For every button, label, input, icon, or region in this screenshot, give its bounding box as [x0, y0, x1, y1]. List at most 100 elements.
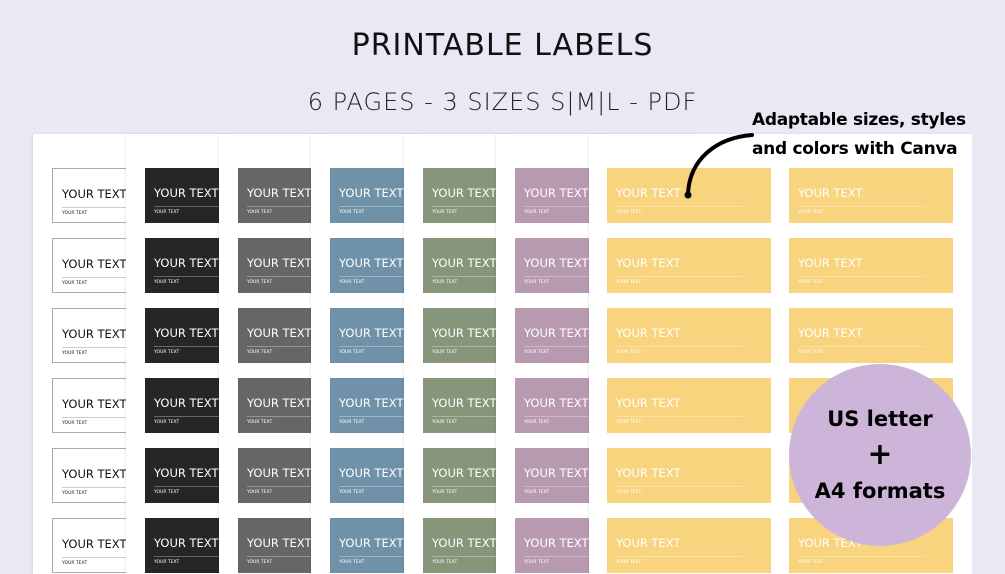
page-subtitle: 6 PAGES - 3 SIZES S|M|L - PDF: [307, 88, 698, 116]
label-divider: [339, 416, 450, 417]
label-divider: [432, 206, 543, 207]
label-sub-text: YOUR TEXT: [798, 280, 824, 285]
label-divider: [247, 556, 358, 557]
label-yellow: YOUR TEXT YOUR TEXT: [607, 238, 771, 293]
label-yellow: YOUR TEXT YOUR TEXT: [607, 308, 771, 363]
label-divider: [524, 276, 635, 277]
label-main-text: YOUR TEXT: [798, 256, 863, 270]
label-main-text: YOUR TEXT: [247, 256, 312, 270]
label-sub-text: YOUR TEXT: [798, 210, 824, 215]
label-divider: [616, 416, 743, 417]
label-page-yellow: YOUR TEXT YOUR TEXT YOUR TEXT YOUR TEXT YOUR…: [589, 134, 972, 574]
label-main-text: YOUR TEXT: [616, 396, 681, 410]
label-divider: [247, 276, 358, 277]
label-main-text: YOUR TEXT: [798, 326, 863, 340]
label-sub-text: YOUR TEXT: [524, 280, 550, 285]
label-divider: [524, 486, 635, 487]
label-sub-text: YOUR TEXT: [339, 210, 365, 215]
label-main-text: YOUR TEXT: [62, 397, 127, 411]
label-main-text: YOUR TEXT: [616, 186, 681, 200]
label-main-text: YOUR TEXT: [524, 326, 589, 340]
label-main-text: YOUR TEXT: [339, 256, 404, 270]
label-divider: [524, 346, 635, 347]
page-title: PRINTABLE LABELS: [351, 28, 654, 63]
label-divider: [432, 486, 543, 487]
label-main-text: YOUR TEXT: [62, 537, 127, 551]
label-sub-text: YOUR TEXT: [62, 421, 88, 426]
label-main-text: YOUR TEXT: [798, 186, 863, 200]
label-divider: [616, 276, 743, 277]
label-main-text: YOUR TEXT: [524, 186, 589, 200]
label-divider: [616, 556, 743, 557]
label-main-text: YOUR TEXT: [62, 187, 127, 201]
label-main-text: YOUR TEXT: [247, 466, 312, 480]
label-divider: [62, 277, 171, 278]
label-divider: [62, 207, 171, 208]
label-sub-text: YOUR TEXT: [798, 560, 824, 565]
label-sub-text: YOUR TEXT: [616, 210, 642, 215]
label-sub-text: YOUR TEXT: [524, 210, 550, 215]
label-sub-text: YOUR TEXT: [247, 560, 273, 565]
label-sub-text: YOUR TEXT: [154, 560, 180, 565]
label-main-text: YOUR TEXT: [432, 326, 497, 340]
label-main-text: YOUR TEXT: [524, 536, 589, 550]
label-sub-text: YOUR TEXT: [432, 350, 458, 355]
label-sub-text: YOUR TEXT: [339, 490, 365, 495]
label-sub-text: YOUR TEXT: [154, 420, 180, 425]
label-divider: [62, 487, 171, 488]
label-yellow: YOUR TEXT YOUR TEXT: [607, 448, 771, 503]
label-sub-text: YOUR TEXT: [616, 490, 642, 495]
label-main-text: YOUR TEXT: [616, 326, 681, 340]
label-main-text: YOUR TEXT: [154, 186, 219, 200]
label-divider: [432, 276, 543, 277]
label-main-text: YOUR TEXT: [247, 186, 312, 200]
label-sub-text: YOUR TEXT: [616, 280, 642, 285]
label-sub-text: YOUR TEXT: [432, 210, 458, 215]
label-main-text: YOUR TEXT: [154, 536, 219, 550]
label-divider: [154, 276, 265, 277]
format-badge: US letter + A4 formats: [789, 364, 971, 546]
label-main-text: YOUR TEXT: [339, 186, 404, 200]
label-main-text: YOUR TEXT: [154, 256, 219, 270]
callout-line-2: and colors with Canva: [752, 139, 958, 159]
label-sub-text: YOUR TEXT: [432, 490, 458, 495]
label-divider: [524, 206, 635, 207]
badge-plus: +: [867, 437, 893, 472]
label-divider: [339, 346, 450, 347]
label-divider: [339, 556, 450, 557]
label-main-text: YOUR TEXT: [524, 396, 589, 410]
label-sub-text: YOUR TEXT: [247, 210, 273, 215]
label-divider: [154, 346, 265, 347]
label-divider: [339, 486, 450, 487]
label-divider: [154, 416, 265, 417]
label-sub-text: YOUR TEXT: [62, 211, 88, 216]
label-main-text: YOUR TEXT: [616, 536, 681, 550]
label-sub-text: YOUR TEXT: [62, 491, 88, 496]
label-sub-text: YOUR TEXT: [154, 280, 180, 285]
label-yellow: YOUR TEXT YOUR TEXT: [789, 308, 953, 363]
label-main-text: YOUR TEXT: [524, 256, 589, 270]
label-divider: [432, 416, 543, 417]
label-main-text: YOUR TEXT: [154, 326, 219, 340]
label-divider: [154, 486, 265, 487]
label-main-text: YOUR TEXT: [616, 466, 681, 480]
label-divider: [339, 276, 450, 277]
label-divider: [154, 556, 265, 557]
label-main-text: YOUR TEXT: [524, 466, 589, 480]
label-sub-text: YOUR TEXT: [62, 281, 88, 286]
label-main-text: YOUR TEXT: [432, 466, 497, 480]
callout-text: Adaptable sizes, styles and colors with …: [752, 106, 966, 164]
label-main-text: YOUR TEXT: [247, 536, 312, 550]
label-divider: [616, 206, 743, 207]
label-divider: [798, 276, 925, 277]
label-sub-text: YOUR TEXT: [524, 560, 550, 565]
label-divider: [247, 416, 358, 417]
label-divider: [62, 557, 171, 558]
label-divider: [339, 206, 450, 207]
badge-line-3: A4 formats: [814, 479, 946, 503]
label-sub-text: YOUR TEXT: [339, 280, 365, 285]
label-sub-text: YOUR TEXT: [154, 350, 180, 355]
label-sub-text: YOUR TEXT: [524, 420, 550, 425]
label-sub-text: YOUR TEXT: [524, 350, 550, 355]
label-divider: [524, 556, 635, 557]
